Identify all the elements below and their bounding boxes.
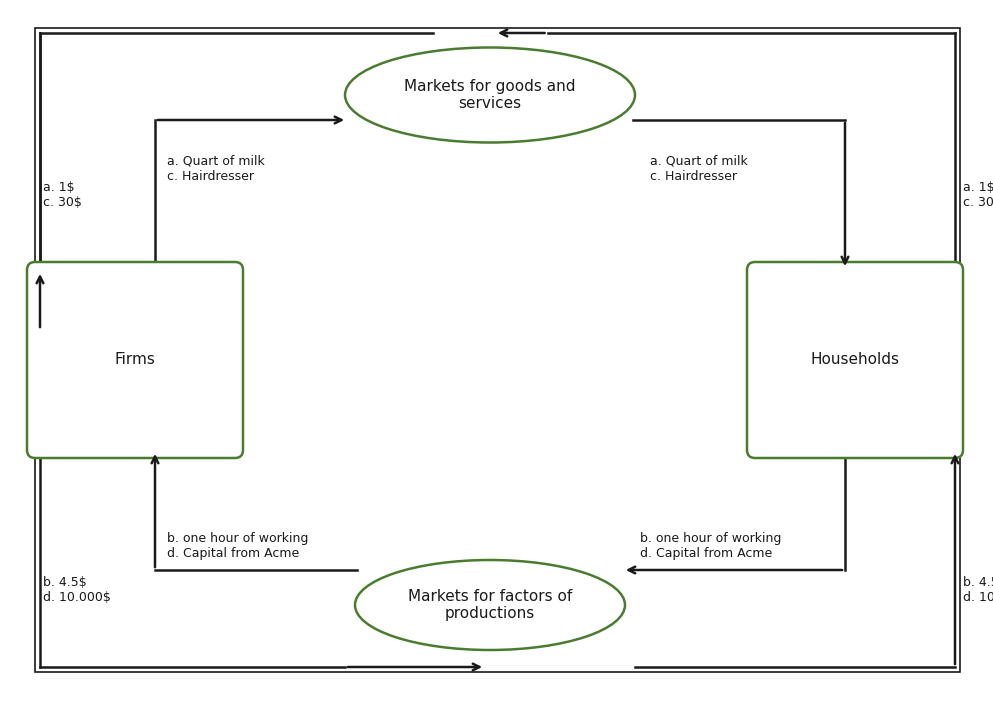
Text: b. one hour of working
d. Capital from Acme: b. one hour of working d. Capital from A…: [167, 532, 309, 560]
Text: b. 4.5$
d. 10.000$: b. 4.5$ d. 10.000$: [963, 576, 993, 604]
Text: Markets for factors of
productions: Markets for factors of productions: [408, 589, 572, 621]
Text: b. one hour of working
d. Capital from Acme: b. one hour of working d. Capital from A…: [640, 532, 781, 560]
Text: Markets for goods and
services: Markets for goods and services: [404, 79, 576, 111]
Text: a. Quart of milk
c. Hairdresser: a. Quart of milk c. Hairdresser: [650, 155, 748, 183]
Ellipse shape: [345, 48, 635, 143]
Text: a. 1$
c. 30$: a. 1$ c. 30$: [43, 181, 81, 209]
FancyBboxPatch shape: [747, 262, 963, 458]
Text: Firms: Firms: [114, 352, 156, 368]
Text: a. Quart of milk
c. Hairdresser: a. Quart of milk c. Hairdresser: [167, 155, 265, 183]
Ellipse shape: [355, 560, 625, 650]
Text: Households: Households: [810, 352, 900, 368]
FancyBboxPatch shape: [27, 262, 243, 458]
Text: a. 1$
c. 30$: a. 1$ c. 30$: [963, 181, 993, 209]
Text: b. 4.5$
d. 10.000$: b. 4.5$ d. 10.000$: [43, 576, 111, 604]
